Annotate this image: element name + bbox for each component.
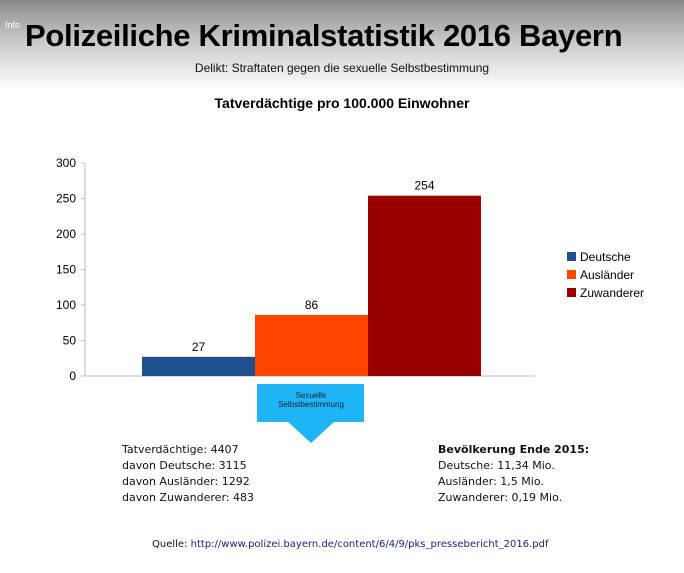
- info-label[interactable]: Info: [5, 20, 21, 30]
- stat-line: davon Zuwanderer: 483: [122, 491, 254, 504]
- population-heading: Bevölkerung Ende 2015:: [438, 443, 590, 456]
- y-tick-label: 200: [56, 227, 76, 241]
- legend-label: Ausländer: [580, 268, 634, 282]
- source-line: Quelle: http://www.polizei.bayern.de/con…: [152, 539, 548, 550]
- category-callout: [257, 384, 364, 443]
- population-stats: Bevölkerung Ende 2015: Deutsche: 11,34 M…: [438, 442, 589, 506]
- legend-swatch: [567, 252, 576, 261]
- stat-line: davon Ausländer: 1292: [122, 475, 250, 488]
- source-label: Quelle:: [152, 539, 188, 550]
- stat-line: Zuwanderer: 0,19 Mio.: [438, 491, 563, 504]
- bar-ausländer: [255, 314, 368, 376]
- bar-zuwanderer: [368, 195, 481, 376]
- y-tick-label: 150: [56, 263, 76, 277]
- stat-line: davon Deutsche: 3115: [122, 459, 247, 472]
- chart-title: Tatverdächtige pro 100.000 Einwohner: [214, 95, 470, 111]
- stat-line: Deutsche: 11,34 Mio.: [438, 459, 555, 472]
- page-title: Polizeiliche Kriminalstatistik 2016 Baye…: [25, 18, 623, 53]
- y-tick-label: 100: [56, 298, 76, 312]
- y-tick-label: 0: [69, 369, 76, 383]
- data-label: 86: [305, 298, 319, 312]
- legend-label: Deutsche: [580, 250, 631, 264]
- data-label: 27: [192, 340, 206, 354]
- header-background: [0, 0, 684, 90]
- stat-line: Tatverdächtige: 4407: [122, 443, 239, 456]
- y-tick-label: 300: [56, 156, 76, 170]
- data-label: 254: [414, 179, 434, 193]
- stat-line: Ausländer: 1,5 Mio.: [438, 475, 544, 488]
- page-subtitle: Delikt: Straftaten gegen die sexuelle Se…: [194, 61, 490, 75]
- legend-swatch: [567, 270, 576, 279]
- legend-swatch: [567, 288, 576, 297]
- bar-deutsche: [142, 356, 255, 376]
- y-tick-label: 50: [63, 334, 77, 348]
- y-tick-label: 250: [56, 192, 76, 206]
- legend-label: Zuwanderer: [580, 286, 644, 300]
- category-label: Sexuelle: [296, 391, 327, 400]
- suspect-stats: Tatverdächtige: 4407 davon Deutsche: 311…: [122, 442, 254, 506]
- source-link[interactable]: http://www.polizei.bayern.de/content/6/4…: [190, 539, 549, 550]
- category-label: Selbstbestimmung: [278, 400, 344, 409]
